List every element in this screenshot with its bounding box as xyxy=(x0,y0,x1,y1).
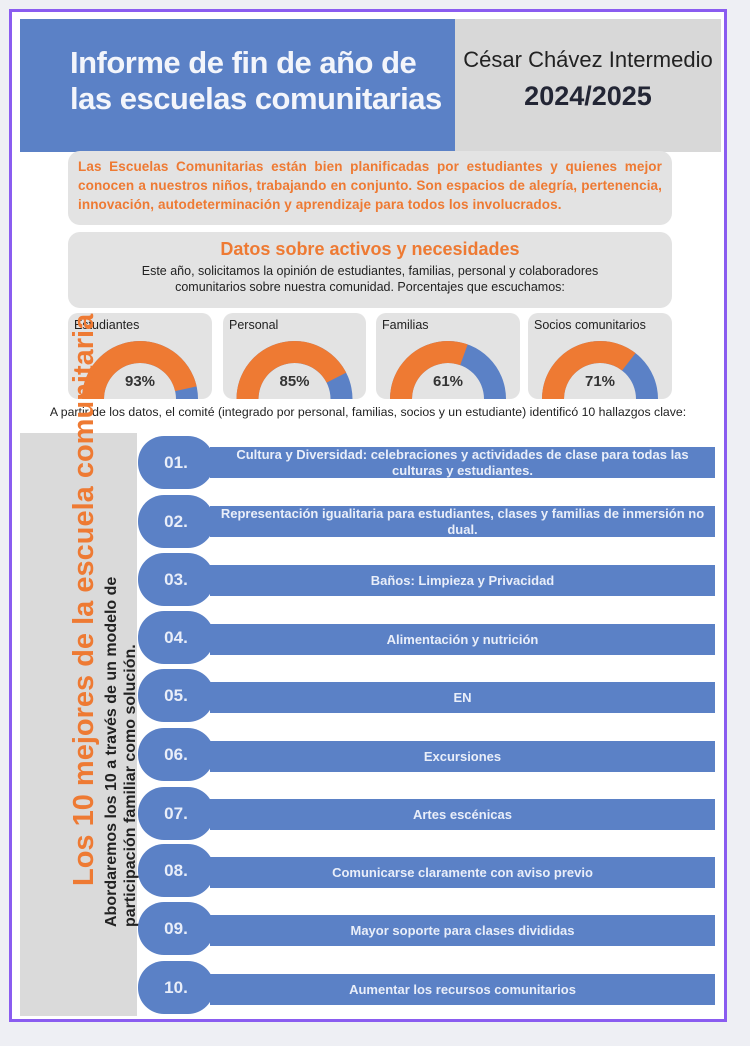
gauge-card: Familias 61% xyxy=(376,313,520,399)
gauge-percent: 61% xyxy=(432,373,464,390)
finding-number: 01. xyxy=(138,436,214,489)
findings-caption: A partir de los datos, el comité (integr… xyxy=(49,405,687,419)
finding-text: Artes escénicas xyxy=(210,799,715,830)
finding-number: 06. xyxy=(138,728,214,781)
gauge-label: Estudiantes xyxy=(74,318,140,332)
finding-text: Alimentación y nutrición xyxy=(210,624,715,655)
gauge-svg xyxy=(236,341,353,399)
finding-number: 02. xyxy=(138,495,214,548)
gauge-label: Familias xyxy=(382,318,429,332)
gauge-percent: 71% xyxy=(584,373,616,390)
finding-number: 07. xyxy=(138,787,214,840)
gauge-percent: 93% xyxy=(124,373,156,390)
finding-text: Aumentar los recursos comunitarios xyxy=(210,974,715,1005)
gauge-label: Socios comunitarios xyxy=(534,318,646,332)
gauge-percent: 85% xyxy=(279,373,310,390)
gauge-value-arc xyxy=(82,340,197,399)
finding-number: 08. xyxy=(138,844,214,897)
gauge-svg xyxy=(82,340,198,399)
finding-number: 03. xyxy=(138,553,214,606)
gauge-svg xyxy=(542,341,658,399)
gauge-card: Estudiantes 93% xyxy=(68,313,212,399)
report-title: Informe de fin de año de las escuelas co… xyxy=(70,45,442,116)
data-body: Este año, solicitamos la opinión de estu… xyxy=(141,264,599,294)
finding-number: 05. xyxy=(138,669,214,722)
gauge-value-arc xyxy=(236,341,347,399)
finding-text: EN xyxy=(210,682,715,713)
gauge-value-arc xyxy=(542,341,636,399)
header-banner: Informe de fin de año de las escuelas co… xyxy=(20,19,455,152)
gauge-card: Socios comunitarios 71% xyxy=(528,313,672,399)
finding-text: Baños: Limpieza y Privacidad xyxy=(210,565,715,596)
gauge-svg xyxy=(390,341,506,399)
top10-subtitle: Abordaremos los 10 a través de un modelo… xyxy=(103,576,139,927)
school-name: César Chávez Intermedio xyxy=(463,47,713,72)
finding-text: Mayor soporte para clases divididas xyxy=(210,915,715,946)
top10-title: Los 10 mejores de la escuela comunitaria xyxy=(68,313,100,886)
gauge-value-arc xyxy=(390,341,468,399)
report-page: Informe de fin de año de las escuelas co… xyxy=(9,9,727,1022)
data-card: Datos sobre activos y necesidades Este a… xyxy=(68,232,672,308)
intro-text: Las Escuelas Comunitarias están bien pla… xyxy=(78,159,662,212)
gauge-card: Personal 85% xyxy=(223,313,366,399)
finding-text: Comunicarse claramente con aviso previo xyxy=(210,857,715,888)
finding-number: 10. xyxy=(138,961,214,1014)
top10-sidebar xyxy=(20,433,137,1016)
school-year: 2024/2025 xyxy=(524,81,652,111)
data-title: Datos sobre activos y necesidades xyxy=(220,239,520,259)
finding-text: Excursiones xyxy=(210,741,715,772)
finding-number: 09. xyxy=(138,902,214,955)
gauge-label: Personal xyxy=(229,318,279,332)
intro-card: Las Escuelas Comunitarias están bien pla… xyxy=(68,151,672,225)
school-panel: César Chávez Intermedio 2024/2025 xyxy=(455,19,721,152)
finding-text: Cultura y Diversidad: celebraciones y ac… xyxy=(210,447,715,478)
finding-number: 04. xyxy=(138,611,214,664)
finding-text: Representación igualitaria para estudian… xyxy=(210,506,715,537)
